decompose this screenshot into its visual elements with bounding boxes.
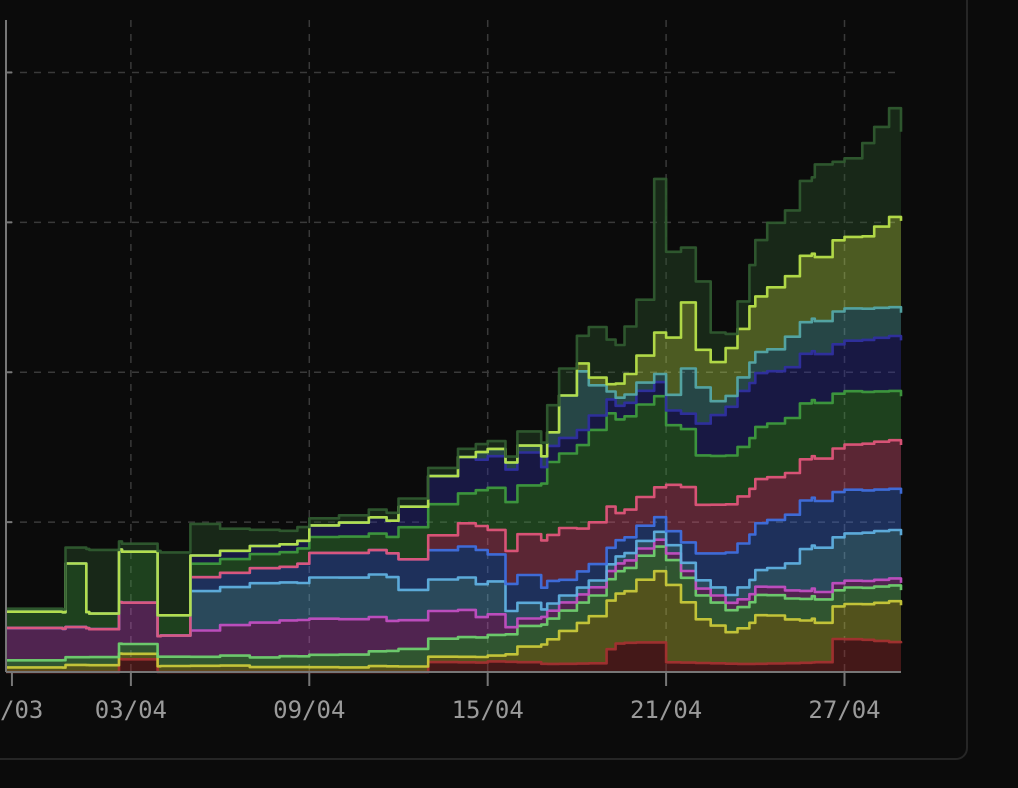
series-area-7 — [6, 390, 901, 637]
series-area-3 — [6, 539, 901, 661]
series-area-6 — [6, 440, 901, 637]
series-area-9 — [6, 307, 901, 616]
x-tick-label: 09/04 — [273, 696, 345, 724]
series-area-8 — [6, 336, 901, 616]
x-tick-labels: /03 03/04 09/04 15/04 21/04 27/04 — [0, 696, 881, 724]
series-lines — [6, 106, 903, 674]
x-tick-label: 27/04 — [808, 696, 880, 724]
series-line-10 — [6, 215, 903, 617]
axes — [5, 20, 901, 686]
series-area-2 — [6, 546, 901, 668]
chart-panel — [0, 0, 968, 760]
series-area-5 — [6, 488, 901, 637]
grid-lines — [6, 20, 901, 672]
series-area-0 — [6, 639, 901, 672]
series-area-4 — [6, 530, 901, 637]
x-tick-label: 15/04 — [452, 696, 524, 724]
series-line-1 — [6, 569, 903, 669]
x-tick-label: /03 — [0, 696, 43, 724]
series-line-7 — [6, 389, 903, 617]
x-tick-label: 03/04 — [95, 696, 167, 724]
series-area-1 — [6, 571, 901, 672]
series-line-11 — [6, 106, 903, 611]
x-tick-label: 21/04 — [630, 696, 702, 724]
